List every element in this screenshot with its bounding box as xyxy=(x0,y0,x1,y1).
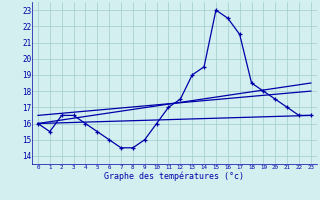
X-axis label: Graphe des températures (°c): Graphe des températures (°c) xyxy=(104,171,244,181)
